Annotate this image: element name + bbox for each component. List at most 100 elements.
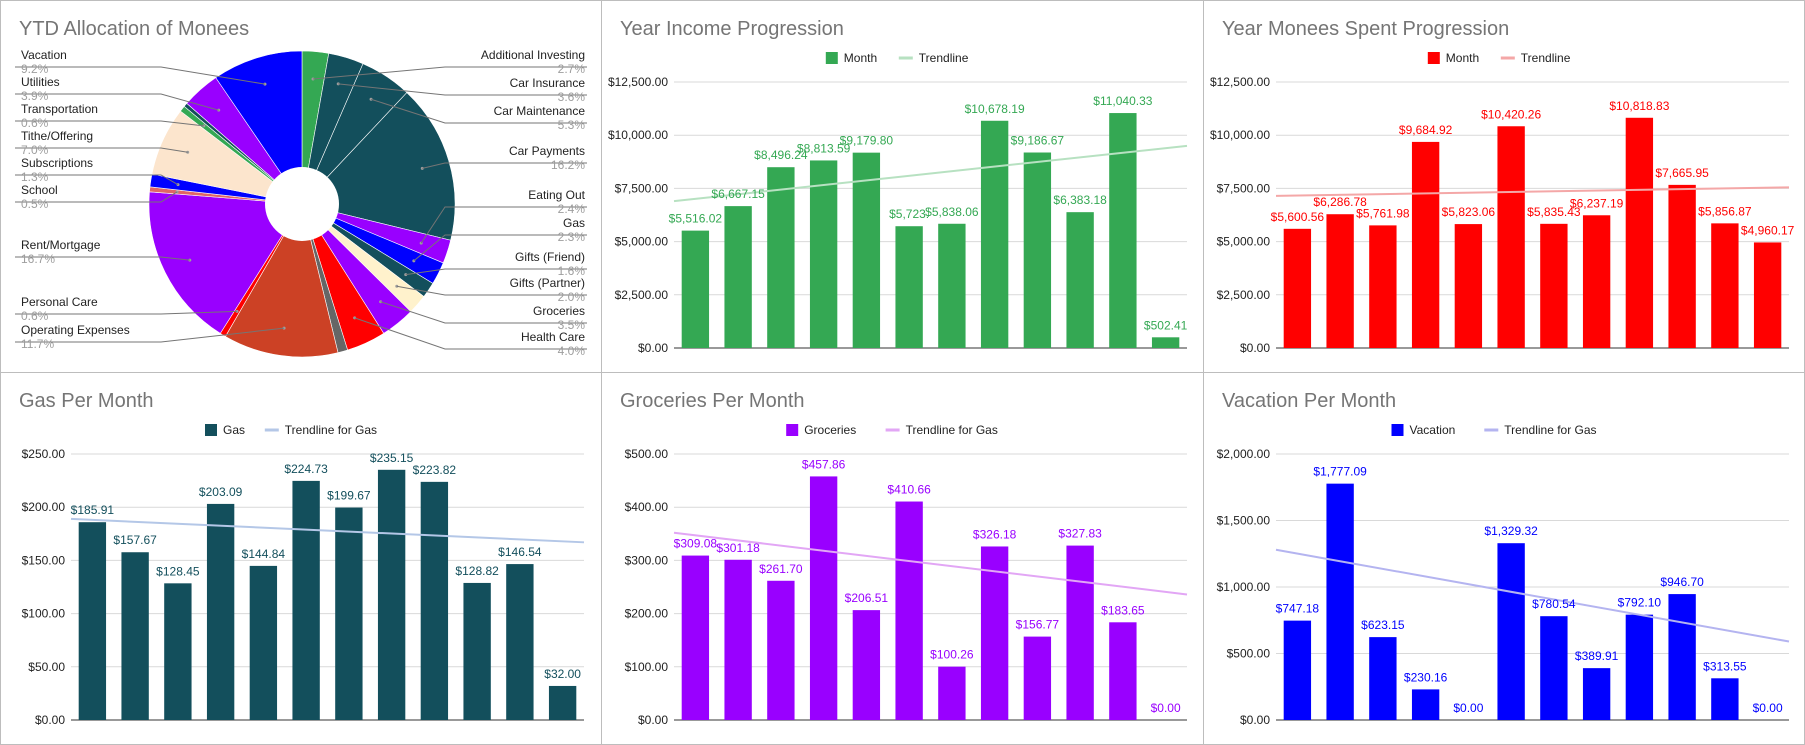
y-tick-label: $12,500.00	[1210, 75, 1270, 89]
leader-line	[420, 206, 587, 244]
legend-label-trendline: Trendline	[919, 51, 969, 65]
y-tick-label: $10,000.00	[608, 128, 668, 142]
slice-percent: 7.0%	[21, 143, 49, 157]
bar	[1454, 224, 1483, 348]
chart-svg: YTD Allocation of Monees Additional Inves…	[15, 18, 587, 358]
data-label: $157.67	[113, 533, 157, 547]
slice-percent: 0.6%	[21, 116, 49, 130]
slice-label: Rent/Mortgage	[21, 238, 101, 252]
legend-label-trendline: Trendline for Gas	[1504, 423, 1596, 437]
chart-title: Year Income Progression	[620, 18, 844, 40]
chart-svg: Vacation Per Month Vacation Trendline for …	[1217, 390, 1790, 727]
legend-label-series: Gas	[223, 423, 245, 437]
data-label: $8,813.59	[797, 141, 851, 155]
bar	[292, 480, 320, 720]
bar	[206, 503, 235, 720]
y-tick-label: $100.00	[625, 660, 669, 674]
y-tick-label: $250.00	[22, 447, 66, 461]
data-label: $6,383.18	[1053, 193, 1107, 207]
data-label: $623.15	[1361, 618, 1405, 632]
slice-percent: 2.3%	[558, 230, 586, 244]
pie-slice	[148, 191, 303, 334]
chart-svg: Gas Per Month Gas Trendline for Gas $0.00 $5…	[19, 390, 585, 727]
bar	[1283, 620, 1312, 720]
y-tick-label: $150.00	[22, 553, 66, 567]
y-tick-label: $5,000.00	[615, 235, 669, 249]
data-label: $5,723.	[889, 207, 929, 221]
data-label: $128.82	[455, 564, 499, 578]
data-label: $9,179.80	[840, 134, 894, 148]
bar	[1497, 543, 1525, 720]
slice-percent: 5.3%	[558, 118, 586, 132]
bar	[724, 206, 752, 348]
data-label: $309.08	[674, 537, 718, 551]
pie-slice	[301, 92, 456, 241]
data-label: $792.10	[1618, 596, 1662, 610]
bar	[1711, 678, 1739, 720]
slice-percent: 3.5%	[558, 318, 586, 332]
data-label: $0.00	[1151, 701, 1181, 715]
y-tick-label: $200.00	[625, 607, 669, 621]
bar	[1753, 242, 1782, 348]
legend-label-series: Vacation	[1410, 423, 1456, 437]
leader-line	[15, 147, 188, 153]
data-label: $5,761.98	[1356, 206, 1410, 220]
slice-percent: 1.3%	[21, 170, 49, 184]
bar	[1283, 228, 1312, 348]
bar	[377, 469, 406, 720]
data-label: $146.54	[498, 545, 542, 559]
data-label: $5,838.06	[925, 205, 979, 219]
chart-title: YTD Allocation of Monees	[19, 18, 249, 40]
bar	[420, 481, 449, 720]
legend-swatch-series	[205, 424, 217, 436]
slice-label: Groceries	[533, 304, 585, 318]
bar	[1066, 212, 1094, 348]
y-tick-label: $50.00	[28, 660, 65, 674]
data-label: $9,684.92	[1399, 123, 1453, 137]
y-tick-label: $0.00	[638, 713, 668, 727]
data-label: $10,678.19	[965, 102, 1025, 116]
legend-label-trendline: Trendline	[1521, 51, 1571, 65]
y-tick-label: $200.00	[22, 500, 66, 514]
leader-line	[15, 256, 190, 261]
bar	[249, 565, 278, 720]
bar	[1540, 616, 1568, 720]
bar	[1625, 614, 1654, 720]
data-label: $199.67	[327, 489, 371, 503]
bar	[852, 152, 881, 348]
slice-label: School	[21, 183, 58, 197]
chart-title: Year Monees Spent Progression	[1222, 18, 1509, 40]
leader-line	[370, 98, 587, 124]
groceries-chart-panel: Groceries Per Month Groceries Trendline fo…	[601, 372, 1204, 745]
data-label: $0.00	[1753, 701, 1783, 715]
leader-line	[15, 66, 266, 85]
pie-chart-panel: YTD Allocation of Monees Additional Inves…	[0, 0, 602, 373]
data-label: $223.82	[413, 463, 457, 477]
bar	[724, 559, 752, 720]
legend-swatch-series	[786, 424, 799, 436]
bar	[852, 610, 881, 720]
bar	[938, 223, 966, 348]
slice-percent: 3.6%	[558, 90, 586, 104]
slice-label: Gifts (Partner)	[510, 276, 585, 290]
data-label: $313.55	[1703, 659, 1747, 673]
trendline	[1275, 548, 1790, 643]
data-label: $502.41	[1144, 318, 1188, 332]
legend-label-series: Groceries	[804, 423, 856, 437]
y-tick-label: $5,000.00	[1217, 235, 1271, 249]
data-label: $185.91	[71, 503, 115, 517]
data-label: $780.54	[1532, 597, 1576, 611]
bar	[1369, 637, 1397, 720]
data-label: $235.15	[370, 451, 414, 465]
data-label: $261.70	[759, 562, 803, 576]
y-tick-label: $400.00	[625, 500, 669, 514]
pie-slice	[225, 203, 339, 358]
data-label: $327.83	[1058, 527, 1102, 541]
bar	[78, 522, 107, 720]
legend-label-series: Month	[844, 51, 877, 65]
data-label: $203.09	[199, 485, 243, 499]
data-label: $156.77	[1016, 618, 1060, 632]
y-tick-label: $0.00	[35, 713, 65, 727]
leader-line	[396, 285, 587, 296]
slice-percent: 0.6%	[21, 309, 49, 323]
